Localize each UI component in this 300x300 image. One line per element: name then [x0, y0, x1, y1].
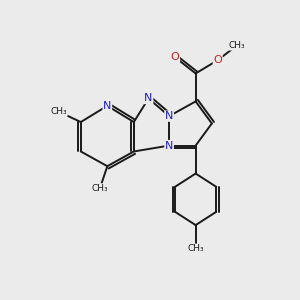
Text: N: N	[165, 111, 173, 121]
Text: N: N	[144, 94, 153, 103]
Text: CH₃: CH₃	[92, 184, 108, 193]
Text: O: O	[213, 55, 222, 65]
Text: CH₃: CH₃	[187, 244, 204, 253]
Text: N: N	[103, 101, 112, 111]
Text: O: O	[171, 52, 179, 62]
Text: CH₃: CH₃	[50, 107, 67, 116]
Text: N: N	[165, 141, 173, 151]
Text: CH₃: CH₃	[229, 41, 245, 50]
